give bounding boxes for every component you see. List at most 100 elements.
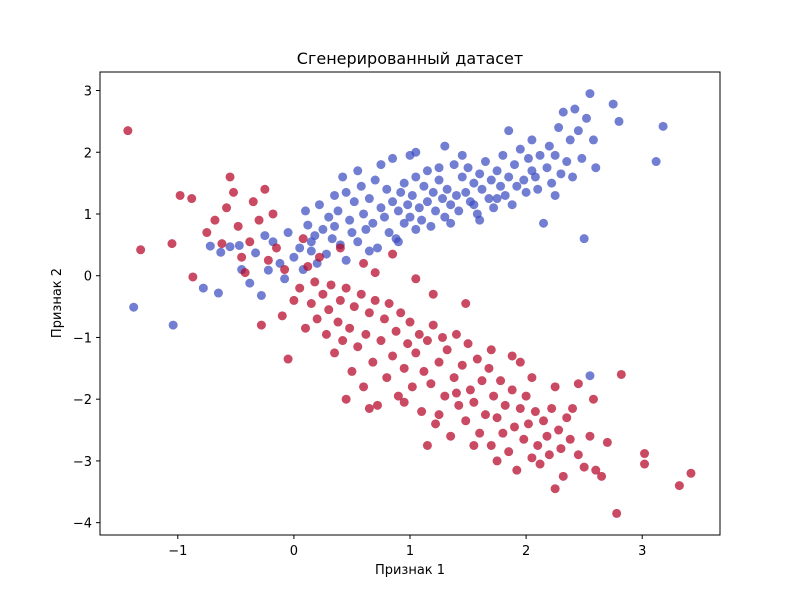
scatter-point-series0-107	[550, 150, 560, 160]
scatter-point-series1-116	[554, 425, 564, 435]
scatter-point-series1-73	[428, 320, 438, 330]
scatter-point-series1-108	[530, 407, 540, 417]
scatter-point-series1-76	[438, 332, 448, 342]
y-tick-label: −2	[73, 393, 92, 408]
scatter-point-series1-14	[240, 268, 250, 278]
scatter-point-series1-83	[457, 360, 467, 370]
scatter-point-series1-100	[507, 385, 517, 395]
scatter-point-series0-79	[469, 178, 479, 188]
scatter-point-series0-14	[280, 274, 290, 284]
scatter-point-series0-120	[585, 371, 595, 381]
scatter-point-series0-4	[205, 241, 215, 251]
scatter-point-series0-132	[376, 160, 386, 170]
scatter-point-series1-29	[301, 323, 311, 333]
x-tick-label: −1	[168, 544, 187, 559]
scatter-point-series0-38	[361, 224, 371, 234]
scatter-point-series1-149	[364, 403, 374, 413]
scatter-point-series0-111	[562, 157, 572, 167]
scatter-point-series0-6	[225, 242, 235, 252]
scatter-point-series0-115	[573, 126, 583, 136]
scatter-point-series0-131	[364, 246, 374, 256]
scatter-point-series0-125	[651, 157, 661, 167]
scatter-point-series1-44	[345, 323, 355, 333]
scatter-point-series1-9	[222, 203, 232, 213]
scatter-point-series0-140	[504, 126, 514, 136]
scatter-point-series0-112	[565, 135, 575, 145]
scatter-point-series1-19	[260, 184, 270, 194]
scatter-point-series1-112	[542, 431, 552, 441]
scatter-point-series0-0	[129, 302, 139, 312]
scatter-point-series1-71	[422, 336, 432, 346]
scatter-point-series1-115	[550, 484, 560, 494]
scatter-point-series0-82	[477, 184, 487, 194]
scatter-point-series0-22	[314, 200, 324, 210]
scatter-point-series1-52	[368, 357, 378, 367]
scatter-point-series0-136	[446, 218, 456, 228]
x-axis-ticks: −1 0 1 2 3	[168, 535, 646, 559]
scatter-point-series1-113	[544, 450, 554, 460]
scatter-point-series0-106	[547, 178, 557, 188]
scatter-point-series1-18	[256, 320, 266, 330]
y-tick-label: −4	[73, 517, 92, 532]
scatter-point-series0-70	[442, 184, 452, 194]
scatter-point-series1-16	[248, 197, 258, 207]
scatter-point-series0-8	[245, 278, 255, 288]
scatter-point-series0-85	[486, 175, 496, 185]
scatter-point-series0-146	[260, 231, 270, 241]
x-tick-label: 1	[406, 544, 414, 559]
scatter-point-series0-89	[498, 150, 508, 160]
scatter-point-series1-45	[347, 366, 357, 376]
scatter-point-series1-79	[446, 431, 456, 441]
scatter-point-series1-147	[422, 440, 432, 450]
scatter-point-series0-110	[558, 107, 568, 117]
scatter-point-series0-118	[581, 113, 591, 123]
scatter-point-series0-148	[475, 215, 485, 225]
scatter-point-series1-57	[382, 373, 392, 383]
scatter-point-series1-150	[341, 394, 351, 404]
scatter-point-series1-22	[271, 243, 281, 253]
scatter-point-series1-46	[349, 302, 359, 312]
scatter-point-series0-133	[399, 178, 409, 188]
scatter-point-series1-69	[417, 407, 427, 417]
scatter-point-series0-145	[306, 237, 316, 247]
scatter-point-series0-58	[411, 172, 421, 182]
scatter-point-series0-27	[330, 221, 340, 231]
scatter-point-series1-11	[229, 187, 239, 197]
scatter-point-series1-51	[364, 308, 374, 318]
scatter-point-series1-75	[434, 357, 444, 367]
scatter-point-series0-23	[318, 224, 328, 234]
scatter-point-series1-21	[268, 209, 278, 219]
scatter-point-series1-24	[280, 265, 290, 275]
scatter-point-series0-68	[438, 194, 448, 204]
y-axis-label: Признак 2	[50, 268, 65, 338]
scatter-point-series0-98	[523, 153, 533, 163]
scatter-point-series1-59	[388, 351, 398, 361]
scatter-point-series0-75	[457, 172, 467, 182]
scatter-point-series1-63	[399, 363, 409, 373]
scatter-point-series1-107	[527, 453, 537, 463]
scatter-point-series0-2	[198, 283, 208, 293]
scatter-point-series0-16	[289, 252, 299, 262]
scatter-point-series0-26	[327, 234, 337, 244]
scatter-point-series1-3	[175, 190, 185, 200]
y-tick-label: 3	[84, 85, 92, 100]
scatter-point-series0-10	[256, 290, 266, 300]
scatter-point-series1-135	[486, 345, 496, 355]
scatter-point-series0-102	[535, 150, 545, 160]
scatter-point-series1-35	[318, 289, 328, 299]
scatter-point-series0-3	[213, 288, 223, 298]
scatter-point-series0-11	[263, 265, 273, 275]
scatter-point-series0-84	[484, 194, 494, 204]
scatter-point-series1-5	[188, 272, 198, 282]
scatter-point-series1-1	[136, 245, 146, 255]
scatter-point-series1-146	[388, 249, 398, 259]
scatter-point-series0-119	[585, 89, 595, 99]
scatter-point-series1-87	[469, 397, 479, 407]
scatter-point-series0-67	[434, 175, 444, 185]
scatter-point-series0-83	[480, 157, 490, 167]
scatter-point-series1-154	[451, 388, 461, 398]
scatter-point-series1-2	[167, 239, 177, 249]
x-axis-label: Признак 1	[375, 563, 445, 578]
scatter-point-series0-138	[469, 200, 479, 210]
